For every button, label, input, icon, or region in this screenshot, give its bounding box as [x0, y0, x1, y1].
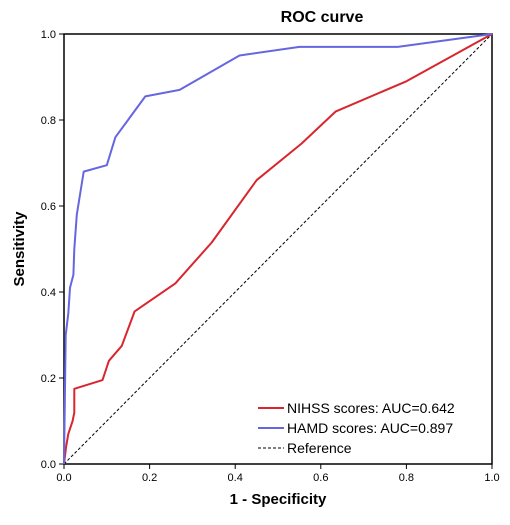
- y-tick-label: 0.2: [41, 373, 56, 385]
- x-tick-label: 0.2: [142, 472, 157, 484]
- legend-label: NIHSS scores: AUC=0.642: [287, 400, 455, 416]
- x-tick-label: 0.8: [399, 472, 414, 484]
- x-tick-label: 0.6: [313, 472, 328, 484]
- chart-title: ROC curve: [281, 9, 364, 26]
- y-tick-label: 0.4: [41, 287, 56, 299]
- series-line-0: [63, 33, 493, 465]
- y-tick-label: 0.8: [41, 115, 56, 127]
- x-axis-ticks: 0.0 0.2 0.4 0.6 0.8 1.0: [56, 464, 500, 484]
- legend-label: Reference: [287, 440, 352, 456]
- legend: NIHSS scores: AUC=0.642 HAMD scores: AUC=…: [258, 400, 455, 456]
- y-axis-ticks: 0.0 0.2 0.4 0.6 0.8 1.0: [41, 29, 64, 471]
- series-line-1: [63, 33, 493, 465]
- legend-label: HAMD scores: AUC=0.897: [287, 420, 453, 436]
- x-axis-label: 1 - Specificity: [230, 491, 327, 508]
- series-layer: [63, 33, 493, 465]
- x-tick-label: 1.0: [484, 472, 499, 484]
- y-tick-label: 0.6: [41, 201, 56, 213]
- x-tick-label: 0.4: [228, 472, 243, 484]
- x-tick-label: 0.0: [56, 472, 71, 484]
- y-tick-label: 0.0: [41, 459, 56, 471]
- series-line-2: [63, 33, 493, 465]
- y-axis-label: Sensitivity: [11, 211, 28, 287]
- y-tick-label: 1.0: [41, 29, 56, 41]
